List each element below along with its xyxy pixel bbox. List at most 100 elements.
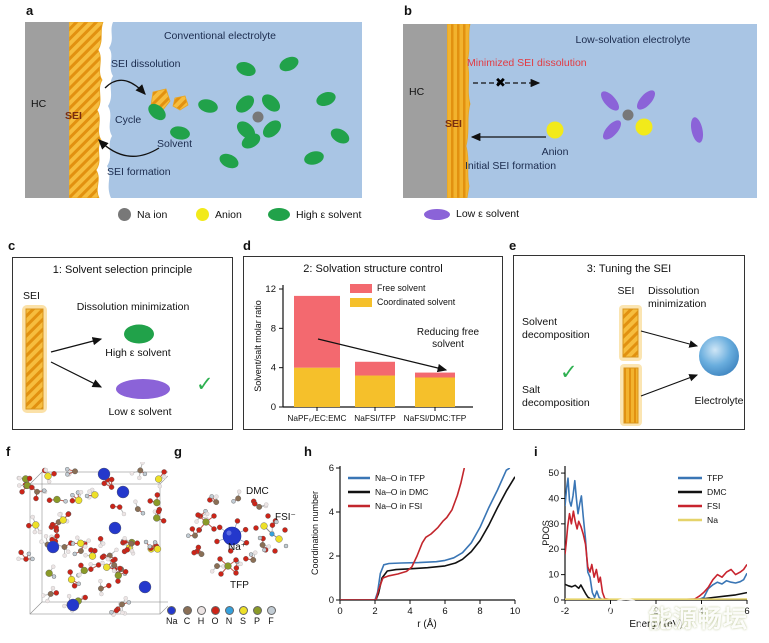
arrow-top-to-electrolyte (640, 330, 699, 348)
atom-S (59, 516, 67, 524)
atom-O (217, 524, 223, 531)
atom-legend-label: P (254, 616, 261, 626)
high-solvent-swatch (268, 208, 290, 221)
atom-O (97, 536, 104, 542)
arrow-to-low-solvent (50, 361, 103, 388)
atom-H (129, 548, 135, 554)
atom-S (155, 475, 163, 483)
atom-O (117, 565, 123, 572)
atom-P (153, 514, 161, 522)
anion-label: Anion (541, 146, 569, 158)
atom-Na (66, 598, 80, 612)
atom-O (99, 554, 106, 560)
n-atom-swatch (224, 606, 234, 615)
d-legend-swatch (350, 297, 372, 307)
panel-c-title: 1: Solvent selection principle (52, 264, 193, 276)
low-e-solvent-molecules (600, 90, 704, 143)
atom-H (101, 541, 106, 546)
atom-F (143, 539, 149, 545)
d-y-tick-label: 0 (271, 402, 276, 413)
panel-e-graphics (619, 305, 739, 426)
series-line-na-o-in-tfp (340, 468, 511, 600)
salt-decomposition-label: Salt decomposition (522, 384, 590, 409)
atom-legend-label: S (240, 616, 247, 626)
sim-box-edge (29, 471, 43, 485)
i-y-tick-label: 50 (548, 468, 559, 479)
electrolyte-label: Electrolyte (694, 395, 744, 407)
atom-S (32, 521, 40, 529)
atom-C (77, 548, 84, 554)
sei-formation-label: SEI formation (107, 166, 171, 178)
d-category-label: NaFSI/TFP (354, 413, 396, 423)
i-legend-label: TFP (707, 473, 723, 483)
legend-ab-item: High ε solvent (268, 208, 361, 221)
panel-b-schematic: Low-solvation electrolyte Minimized SEI … (403, 24, 757, 198)
atom-O (161, 469, 167, 475)
atom-O (211, 526, 217, 532)
atom-O (108, 476, 115, 483)
h-x-tick-label: 6 (442, 606, 447, 617)
md-snapshot-graphics (16, 462, 168, 617)
atom-O (217, 556, 223, 562)
sim-box-edge (29, 601, 43, 615)
atom-F (63, 499, 68, 504)
arrow-to-high-solvent (50, 337, 103, 353)
atom-O (95, 562, 102, 568)
panel-a-graphics (25, 22, 362, 198)
atom-H (253, 550, 258, 555)
atom-O (82, 594, 88, 601)
d-y-tick-label: 8 (271, 323, 276, 334)
h-y-axis-label: Coordination number (310, 490, 320, 576)
atom-O (265, 513, 271, 519)
h-legend-label: Na–O in DMC (375, 487, 428, 497)
legend-ab-label: Low ε solvent (456, 208, 520, 220)
atom-O (67, 569, 73, 575)
legend-ab-item: Low ε solvent (424, 208, 519, 220)
h-x-axis-label: r (Å) (417, 619, 437, 630)
h-x-tick-label: 2 (372, 606, 377, 617)
d-legend-label: Free solvent (377, 283, 426, 293)
atom-H (114, 547, 119, 553)
atom-O (189, 526, 196, 532)
sei-label: SEI (617, 285, 635, 297)
atom-Na-highlight (226, 530, 232, 536)
panel-b-graphics (403, 24, 757, 198)
cluster-graphics (186, 489, 289, 577)
d-legend: Free solvent Coordinated solvent (350, 283, 455, 307)
atom-Na (46, 540, 60, 554)
na-ion-swatch (118, 208, 131, 221)
anion-molecule (635, 118, 653, 136)
panel-g-cluster: DMC FSI⁻ Na⁺ TFP (172, 458, 304, 606)
atom-S (91, 491, 99, 499)
atom-O (147, 498, 153, 504)
atom-legend-label: C (183, 616, 191, 626)
atom-C (128, 540, 135, 547)
series-line-tfp (565, 477, 747, 600)
check-icon: ✓ (196, 373, 214, 396)
atom-O (71, 583, 78, 589)
atom-H (236, 489, 242, 494)
atom-legend-label: N (225, 616, 233, 626)
atom-H (39, 539, 44, 544)
atom-O (196, 527, 202, 533)
atom-O (214, 538, 220, 545)
atom-legend-item: Na (166, 606, 178, 626)
atom-H (121, 511, 127, 517)
atom-legend-item: F (266, 606, 276, 626)
atom-O (19, 489, 25, 495)
h-y-tick-label: 2 (329, 551, 334, 562)
atom-legend-item: P (252, 606, 262, 626)
dissolution-arrow (104, 79, 146, 95)
i-legend-label: DMC (707, 487, 727, 497)
atom-O (191, 549, 197, 556)
atom-C (134, 506, 141, 512)
atom-Na (97, 467, 111, 481)
atom-H (157, 484, 162, 489)
i-y-tick-label: 0 (554, 595, 559, 606)
atom-C (192, 532, 198, 539)
atom-H (66, 593, 72, 599)
atom-O (23, 556, 29, 562)
atom-Na (138, 580, 152, 594)
i-x-tick-label: 4 (699, 606, 704, 617)
hc-label: HC (31, 98, 47, 110)
